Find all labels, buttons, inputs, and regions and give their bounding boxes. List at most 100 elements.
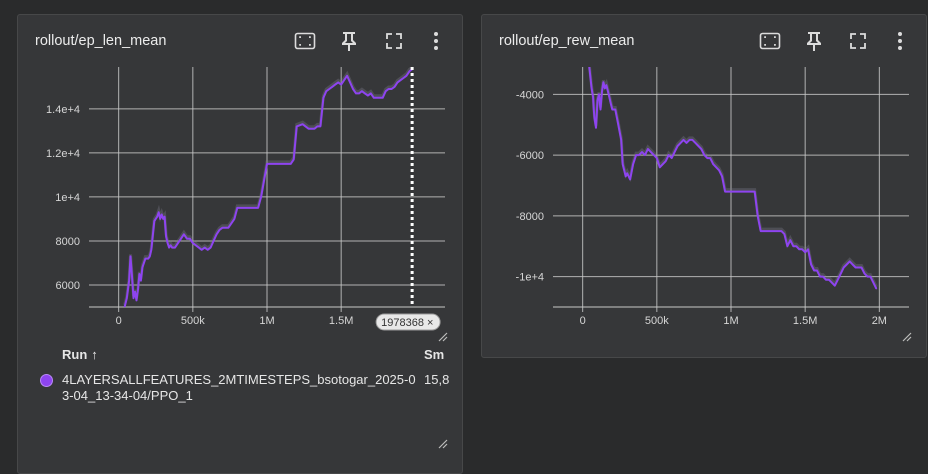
- fullscreen-icon[interactable]: [382, 29, 406, 53]
- series-point: [795, 245, 797, 247]
- series-point: [361, 90, 363, 92]
- series-point: [161, 213, 163, 216]
- fit-domain-icon[interactable]: [758, 29, 782, 53]
- series-point: [316, 125, 318, 127]
- series-point: [230, 222, 232, 224]
- series-point: [671, 157, 673, 159]
- run-column-header[interactable]: Run ↑: [62, 347, 98, 362]
- series-point: [328, 88, 330, 90]
- series-point: [325, 90, 327, 92]
- series-point: [703, 154, 705, 156]
- series-point: [343, 79, 345, 81]
- series-point: [691, 139, 693, 141]
- series-point: [129, 255, 132, 257]
- series-point: [843, 266, 845, 269]
- series-point: [340, 84, 342, 86]
- run-name: 4LAYERSALLFEATURES_2MTIMESTEPS_bsotogar_…: [62, 372, 416, 403]
- series-point: [126, 297, 128, 299]
- more-vert-icon[interactable]: [424, 29, 448, 53]
- chart-title: rollout/ep_rew_mean: [499, 33, 635, 49]
- series-point: [771, 230, 774, 232]
- y-tick-label: 1.2e+4: [46, 148, 80, 160]
- ep-len-mean-chart[interactable]: 6000 8000 1e+4 1.2e+4 1.4e+4 0 500k 1M 1.5M 19783…: [18, 55, 462, 345]
- series-point: [204, 247, 206, 249]
- series-point: [834, 285, 836, 287]
- smoothed-column-header[interactable]: Sm: [424, 347, 445, 362]
- x-tick-label: 0: [116, 315, 122, 327]
- series-point: [780, 230, 782, 232]
- x-tick-label: 1M: [259, 315, 274, 327]
- series-point: [641, 151, 643, 153]
- series-point: [810, 263, 812, 266]
- series-point: [697, 145, 699, 147]
- series-point: [632, 163, 634, 165]
- series-point: [334, 84, 336, 86]
- series-point: [177, 242, 179, 244]
- fullscreen-icon[interactable]: [846, 29, 870, 53]
- x-tick-label: 2M: [872, 315, 887, 327]
- resize-handle-icon[interactable]: [902, 332, 912, 342]
- series-point: [668, 154, 670, 156]
- series-point: [598, 93, 600, 95]
- series-point: [766, 230, 768, 232]
- pin-icon[interactable]: [802, 29, 826, 53]
- series-point: [599, 108, 602, 111]
- series-group: [588, 67, 878, 290]
- series-point: [694, 142, 696, 144]
- series-point: [688, 139, 691, 141]
- series-point: [218, 229, 221, 231]
- ep-rew-mean-chart[interactable]: -4000 -6000 -8000 -1e+4 0 500k 1M 1.5M 2M: [482, 55, 926, 345]
- series-point: [391, 88, 393, 90]
- series-point: [801, 248, 803, 250]
- series-point: [635, 154, 637, 156]
- series-point: [402, 77, 405, 79]
- fit-domain-icon[interactable]: [293, 29, 317, 53]
- y-tick-label: -1e+4: [516, 272, 544, 284]
- series-point: [239, 207, 241, 209]
- series-point: [614, 108, 616, 111]
- series-point: [379, 97, 381, 99]
- series-point: [611, 108, 613, 111]
- series-point: [622, 163, 624, 165]
- resize-handle-icon[interactable]: [438, 332, 448, 342]
- x-tick-label: 500k: [645, 315, 669, 327]
- chart-card-ep-len-mean: rollout/ep_len_mean 6000 8000 1e+4 1.2e+4 1.…: [17, 14, 463, 474]
- more-vert-icon[interactable]: [888, 29, 912, 53]
- hover-label-box: [375, 313, 441, 331]
- legend-resize-handle-icon[interactable]: [438, 439, 448, 449]
- chart-title: rollout/ep_len_mean: [35, 33, 167, 49]
- series-point: [382, 97, 384, 99]
- series-point: [189, 238, 191, 240]
- y-tick-label: 8000: [56, 236, 80, 248]
- series-point: [709, 157, 711, 159]
- series-point: [605, 84, 607, 86]
- series-raw-line: [123, 67, 414, 306]
- series-point: [307, 128, 310, 130]
- pin-icon[interactable]: [337, 29, 361, 53]
- run-color-swatch[interactable]: [40, 374, 53, 387]
- series-point: [346, 75, 348, 77]
- series-point: [141, 266, 143, 268]
- series-point: [813, 269, 815, 272]
- series-point: [296, 125, 298, 127]
- series-point: [783, 233, 785, 235]
- series-point: [150, 249, 152, 251]
- series-point: [685, 142, 688, 144]
- series-point: [601, 90, 603, 92]
- series-point: [355, 92, 357, 94]
- series-point: [712, 163, 714, 165]
- series-point: [650, 151, 652, 153]
- series-point: [757, 215, 759, 217]
- series-point: [837, 279, 839, 281]
- series-point: [221, 227, 224, 229]
- series-point: [331, 86, 333, 88]
- y-tick-label: 1e+4: [55, 192, 80, 204]
- series-point: [149, 255, 151, 257]
- series-point: [677, 145, 679, 147]
- series-point: [171, 247, 173, 249]
- series-point: [602, 81, 604, 83]
- series-point: [706, 157, 708, 159]
- series-point: [159, 218, 161, 220]
- series-point: [132, 297, 135, 299]
- series-point: [742, 191, 744, 193]
